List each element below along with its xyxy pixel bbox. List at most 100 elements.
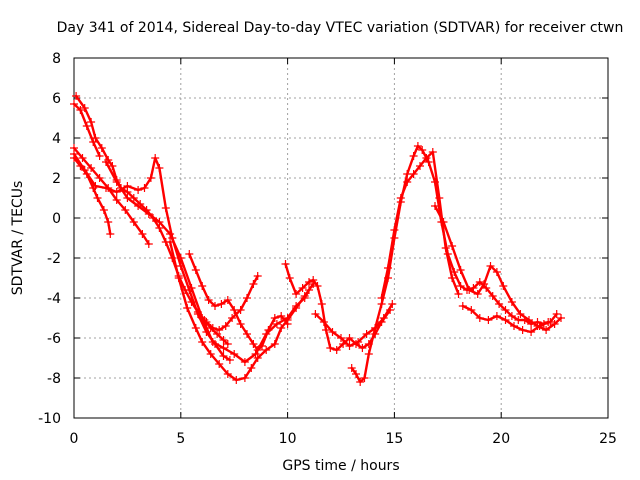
data-point bbox=[166, 238, 175, 246]
data-point bbox=[413, 142, 422, 150]
data-point bbox=[475, 314, 484, 322]
y-tick-label: -10 bbox=[38, 411, 61, 427]
data-point bbox=[80, 166, 89, 174]
data-point bbox=[258, 342, 266, 350]
data-point bbox=[140, 184, 149, 192]
data-point bbox=[270, 340, 279, 348]
data-point bbox=[525, 316, 533, 324]
x-tick-label: 20 bbox=[492, 431, 510, 447]
data-point bbox=[236, 320, 245, 328]
series-line bbox=[314, 302, 394, 348]
data-point bbox=[535, 322, 544, 330]
data-point bbox=[208, 324, 217, 332]
y-axis-tick-labels: -10 -8 -6 -4 -2 0 2 4 6 8 bbox=[38, 51, 61, 427]
data-point bbox=[377, 294, 386, 302]
series-trace-15 bbox=[458, 302, 553, 336]
data-point bbox=[155, 218, 164, 226]
data-point bbox=[499, 282, 508, 290]
data-point bbox=[223, 370, 232, 378]
data-point bbox=[166, 230, 175, 238]
data-point bbox=[516, 310, 525, 318]
data-point bbox=[232, 376, 241, 384]
data-point bbox=[435, 194, 444, 202]
data-point bbox=[467, 306, 476, 314]
data-point bbox=[292, 304, 301, 312]
data-point bbox=[492, 268, 501, 276]
data-point bbox=[102, 158, 110, 166]
data-point bbox=[292, 290, 301, 298]
data-point bbox=[161, 204, 170, 212]
data-point bbox=[510, 322, 518, 330]
data-point bbox=[488, 292, 497, 300]
data-point bbox=[243, 294, 251, 302]
data-point bbox=[364, 350, 373, 358]
data-point bbox=[70, 150, 78, 158]
y-tick-label: 8 bbox=[52, 51, 61, 67]
data-point bbox=[371, 324, 380, 332]
data-point bbox=[345, 342, 354, 350]
data-point bbox=[211, 302, 219, 310]
data-point bbox=[475, 278, 484, 286]
data-point bbox=[243, 330, 251, 338]
data-point bbox=[439, 218, 448, 226]
data-point bbox=[317, 300, 326, 308]
data-point bbox=[542, 326, 551, 334]
data-point bbox=[198, 314, 207, 322]
series-line bbox=[188, 252, 289, 352]
data-point bbox=[358, 344, 367, 352]
data-point bbox=[240, 374, 249, 382]
data-point bbox=[223, 340, 232, 348]
data-point bbox=[270, 314, 279, 322]
data-point bbox=[379, 314, 388, 322]
data-point bbox=[281, 260, 290, 268]
data-point bbox=[362, 330, 371, 338]
data-point bbox=[228, 314, 237, 322]
data-point bbox=[507, 312, 516, 320]
data-point bbox=[112, 178, 121, 186]
x-axis-label: GPS time / hours bbox=[282, 458, 399, 474]
data-point bbox=[326, 344, 335, 352]
data-point bbox=[518, 326, 527, 334]
data-point bbox=[501, 306, 510, 314]
data-point bbox=[550, 320, 559, 328]
y-tick-label: 0 bbox=[52, 211, 61, 227]
data-point bbox=[495, 300, 504, 308]
data-point bbox=[337, 334, 345, 342]
y-tick-label: 6 bbox=[52, 91, 61, 107]
data-point bbox=[388, 300, 397, 308]
x-axis-tick-labels: 0 5 10 15 20 25 bbox=[70, 431, 617, 447]
data-point bbox=[108, 162, 117, 170]
data-point bbox=[354, 338, 363, 346]
y-tick-label: -8 bbox=[47, 371, 61, 387]
x-tick-label: 5 bbox=[176, 431, 185, 447]
data-point bbox=[198, 282, 207, 290]
data-point bbox=[262, 346, 271, 354]
data-point bbox=[352, 370, 360, 378]
data-point bbox=[360, 374, 369, 382]
data-point bbox=[384, 264, 392, 272]
data-point bbox=[72, 92, 81, 100]
data-point bbox=[215, 326, 224, 334]
data-point bbox=[396, 194, 405, 202]
data-point bbox=[448, 274, 457, 282]
data-point bbox=[87, 118, 96, 126]
data-point bbox=[99, 206, 108, 214]
series-trace-11 bbox=[311, 300, 397, 350]
series-trace-4 bbox=[72, 92, 232, 348]
y-tick-label: 2 bbox=[52, 171, 61, 187]
data-point bbox=[185, 250, 194, 258]
data-point bbox=[129, 218, 138, 226]
data-point bbox=[97, 144, 106, 152]
series-line bbox=[72, 156, 112, 236]
data-point bbox=[277, 324, 286, 332]
data-point bbox=[431, 202, 439, 210]
data-point bbox=[208, 338, 217, 346]
data-point bbox=[102, 184, 110, 192]
data-point bbox=[311, 310, 320, 318]
data-point bbox=[91, 182, 100, 190]
data-point bbox=[501, 316, 510, 324]
data-series bbox=[70, 92, 565, 386]
data-point bbox=[390, 226, 399, 234]
data-point bbox=[422, 154, 431, 162]
